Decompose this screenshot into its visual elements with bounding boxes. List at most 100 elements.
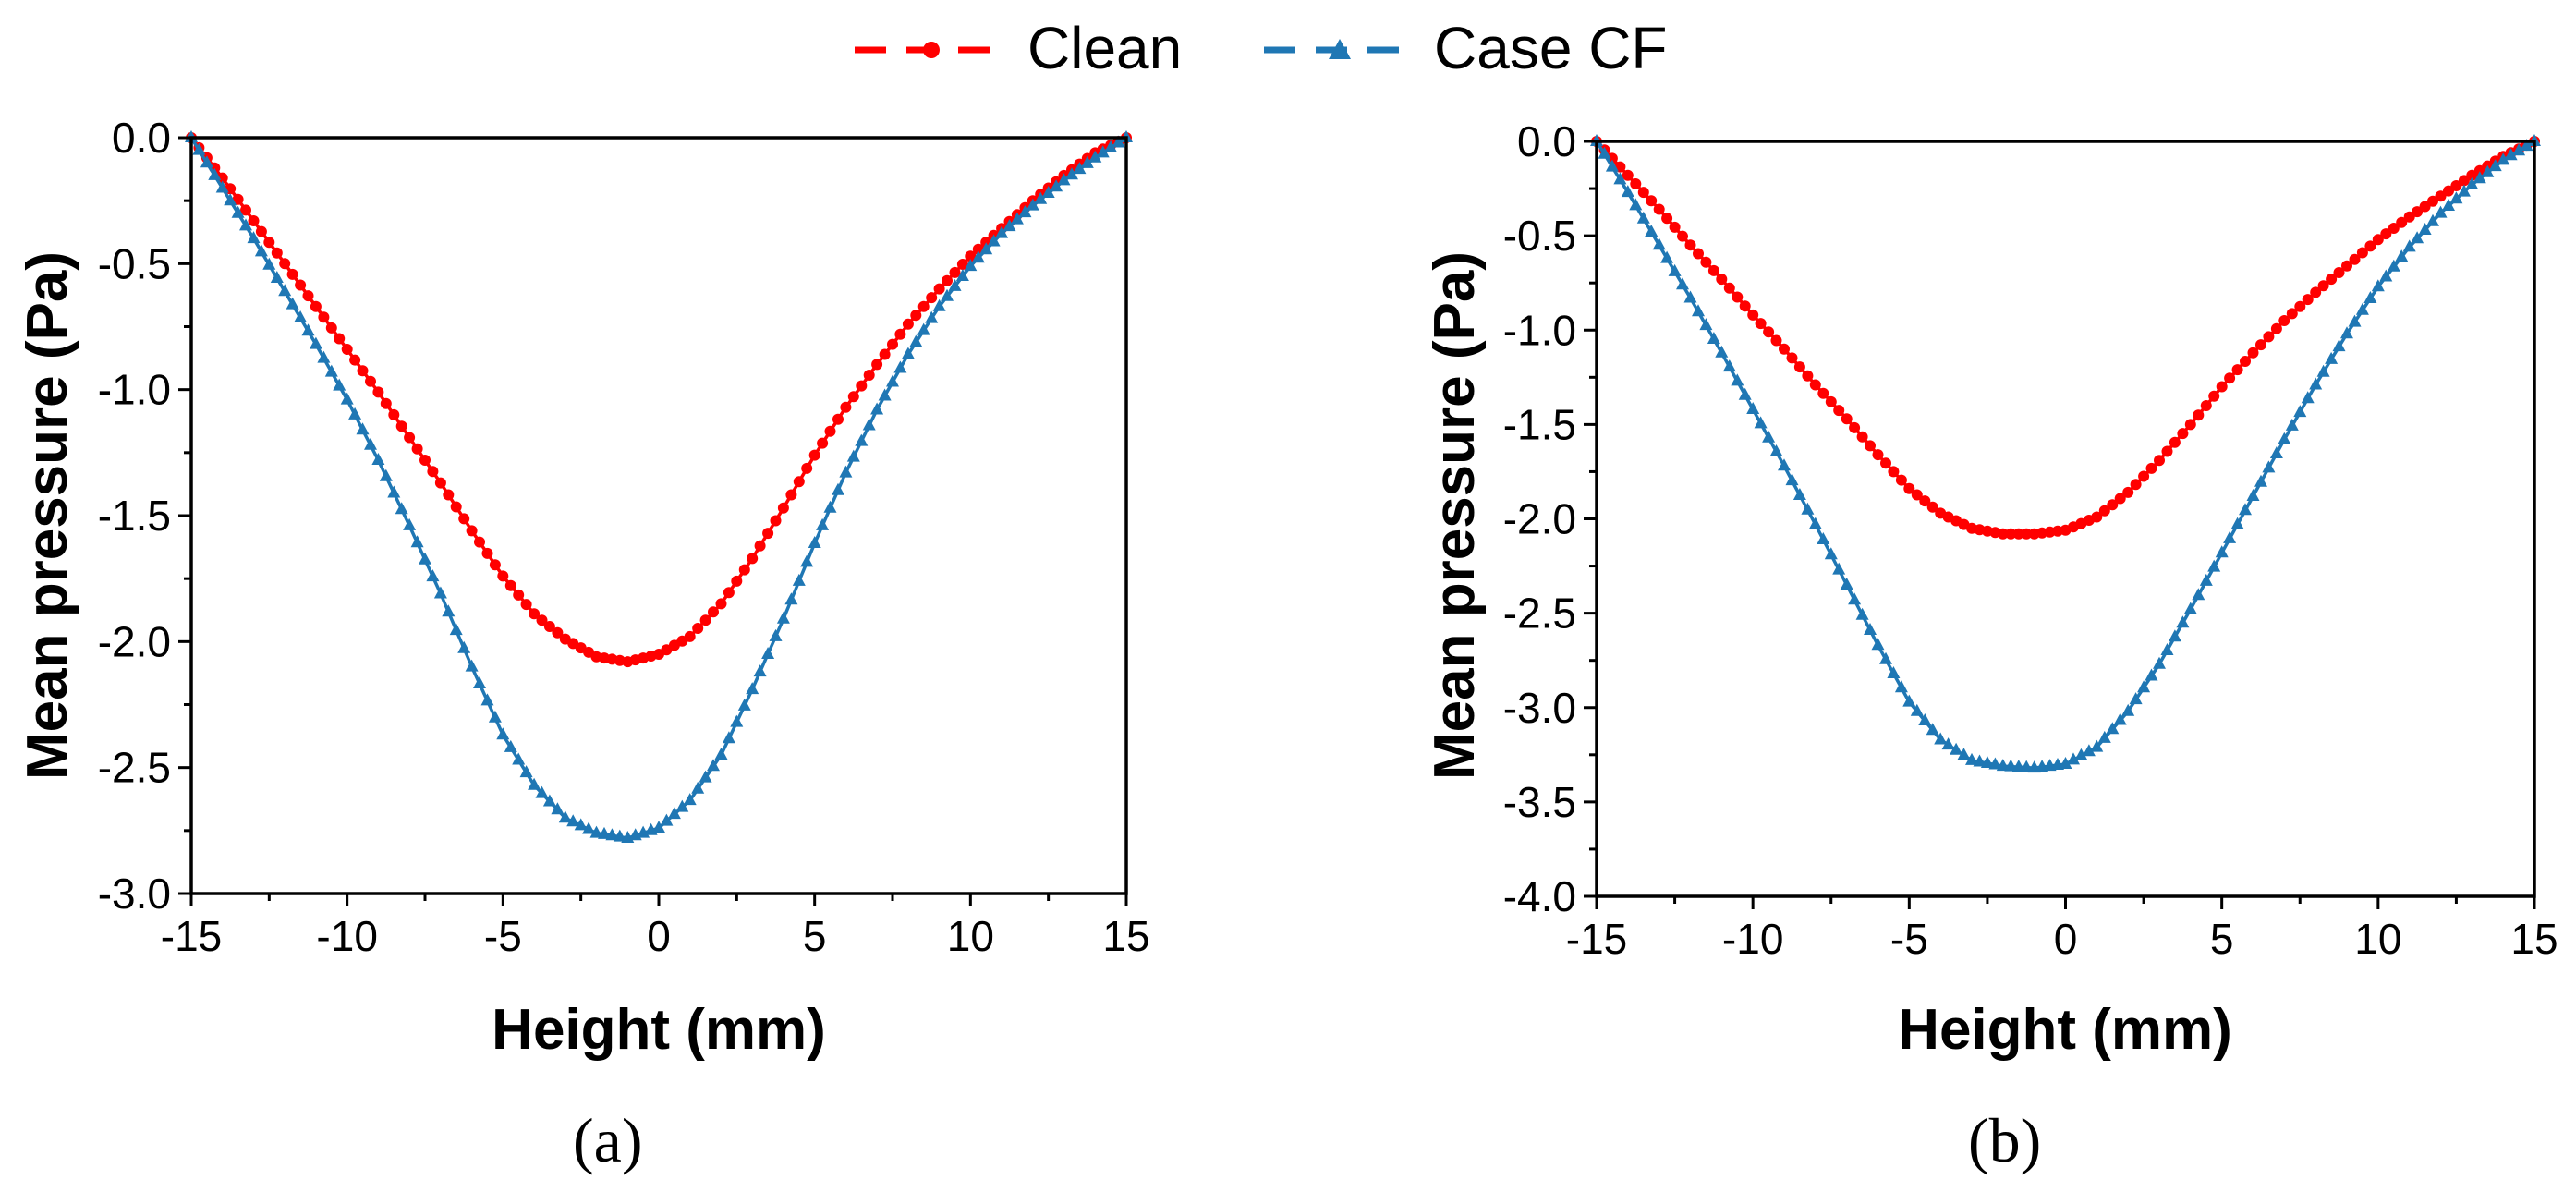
chart-a-point-case-cf [707,759,720,772]
chart-b-point-clean [1755,318,1767,330]
chart-b-point-case-cf [2246,489,2260,501]
chart-a-point-clean [232,193,244,205]
chart-b-point-clean [2317,280,2329,292]
chart-b-xlabel: Height (mm) [1898,998,2232,1062]
chart-b-point-case-cf [2395,249,2409,262]
chart-a-point-case-cf [955,269,969,281]
chart-a-point-clean [504,579,516,591]
chart-b-point-case-cf [1801,502,1815,515]
chart-b-point-clean [1997,528,2009,540]
chart-a-point-case-cf [691,781,705,794]
chart-b-point-case-cf [2183,602,2197,614]
chart-a-point-case-cf [465,659,479,672]
chart-a-point-case-cf [192,142,206,155]
chart-b-xtick-label: 5 [2210,915,2234,963]
chart-a-point-case-cf [379,468,393,481]
chart-b-point-case-cf [1918,713,1932,725]
chart-a-point-case-cf [566,814,580,827]
chart-b-xtick-label: -5 [1890,915,1928,963]
chart-b-point-case-cf [2340,326,2353,339]
chart-a-point-case-cf [964,259,978,272]
chart-a-point-case-cf [1002,219,1016,232]
chart-b-point-clean [1739,300,1751,312]
chart-a-point-case-cf [1073,162,1087,175]
chart-a-point-clean [856,380,868,392]
chart-a-xtick-label: 15 [1102,912,1149,960]
chart-a-point-clean [715,598,727,610]
chart-b-point-clean [2294,300,2306,312]
chart-a-point-case-cf [473,676,486,688]
chart-b-point-clean [1693,248,1704,260]
chart-a-point-clean [543,621,555,632]
chart-a-point-case-cf [660,813,674,826]
chart-b-point-case-cf [1636,211,1650,224]
chart-a-ytick-label: -2.5 [98,744,171,792]
chart-a-point-case-cf [200,155,213,168]
chart-a-point-case-cf [722,731,735,744]
chart-b-point-clean [1865,440,1876,452]
chart-b-point-clean [2122,486,2134,498]
chart-b-point-clean [1809,379,1821,391]
chart-b-point-case-cf [2269,446,2283,458]
chart-a-point-clean [271,247,283,259]
chart-b-point-clean [1770,334,1782,347]
legend-clean-marker [923,42,940,58]
chart-a-point-case-cf [364,437,377,450]
chart-a-point-clean [887,338,898,350]
chart-b-point-case-cf [1645,225,1659,237]
chart-a-point-clean [520,599,532,611]
chart-b-point-case-cf [1817,532,1830,544]
chart-b-point-case-cf [2239,503,2252,516]
chart-a-point-case-cf [496,727,510,740]
chart-b-point-case-cf [1887,666,1901,678]
chart-a-point-case-cf [925,310,939,323]
chart-a-point-case-cf [839,465,853,478]
chart-a-point-clean [847,391,859,403]
chart-b-point-case-cf [2004,759,2018,772]
chart-b-point-case-cf [2285,418,2299,431]
chart-a-point-clean [513,589,525,601]
chart-b-point-case-cf [2059,757,2072,769]
chart-a-xtick-label: 0 [647,912,671,960]
chart-b-point-clean [2184,419,2196,431]
chart-b-point-clean [2091,511,2103,523]
chart-a-point-clean [817,437,829,449]
chart-b-point-case-cf [1738,387,1752,400]
chart-b-point-clean [1825,395,1837,407]
chart-a-point-case-cf [730,714,744,727]
chart-b-series-clean-markers [1591,136,2540,540]
chart-b-point-clean [1817,387,1829,399]
chart-a-point-case-cf [800,554,814,567]
chart-a-point-clean [419,455,431,466]
chart-b-point-clean [1786,352,1798,364]
chart-b-point-case-cf [2402,239,2416,252]
chart-b-point-clean [2208,390,2220,402]
chart-b-point-case-cf [2488,159,2502,172]
chart-b-point-case-cf [2113,712,2127,725]
chart-a-point-case-cf [1018,205,1032,218]
chart-a-point-case-cf [488,710,502,723]
chart-a-point-case-cf [558,810,572,823]
chart-a-point-case-cf [667,807,681,820]
chart-a-xtick-label: 10 [947,912,994,960]
chart-a-point-case-cf [348,407,362,420]
chart-b-point-clean [1669,221,1681,233]
chart-b-point-case-cf [2325,351,2339,364]
chart-b-point-clean [2005,528,2017,540]
chart-a-ytick-label: 0.0 [112,114,171,162]
chart-a-point-case-cf [340,392,354,405]
chart-b-point-clean [2012,528,2024,540]
chart-b-ytick-label: -1.0 [1503,306,1576,354]
chart-a-point-case-cf [941,288,954,301]
chart-a-point-case-cf [480,693,494,706]
chart-b-point-clean [2114,493,2126,505]
chart-b-point-clean [2169,436,2181,448]
chart-b-point-clean [1911,489,1923,501]
chart-a-point-clean [910,310,922,322]
chart-a-point-clean [325,322,337,334]
chart-b-plot-frame [1595,140,2536,898]
chart-b-point-clean [1763,326,1775,338]
chart-a-point-clean [808,449,820,461]
chart-a-point-case-cf [419,552,431,565]
chart-b-ytick-label: -2.5 [1503,590,1576,638]
